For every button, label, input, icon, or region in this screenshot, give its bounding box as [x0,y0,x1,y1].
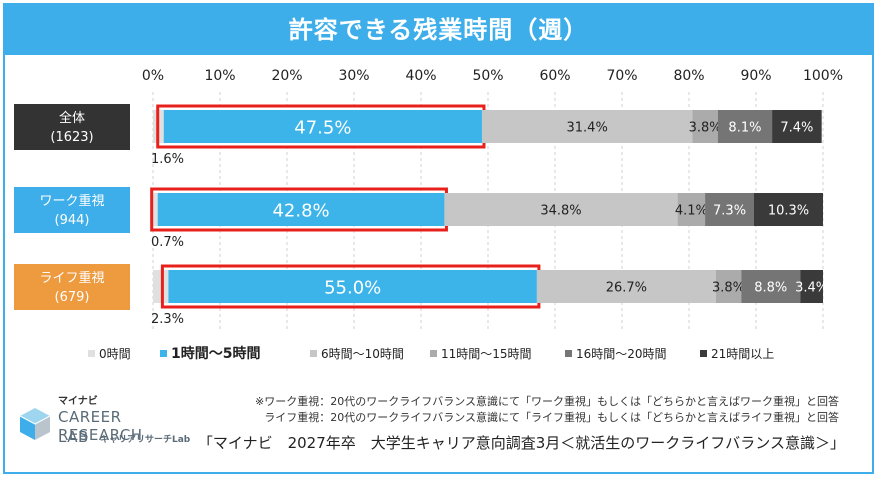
data-label: 8.1% [728,121,761,136]
data-label: 47.5% [294,118,351,139]
logo-subtitle: キャリアリサーチLab [100,435,191,445]
footnotes: ※ワーク重視：20代のワークライフバランス意識にて「ワーク重視」もしくは「どちら… [255,394,839,426]
logo-line1: CAREER RESEARCH [58,408,143,444]
source-citation: 「マイナビ 2027年卒 大学生キャリア意向調査3月＜就活生のワークライフバラン… [197,434,845,452]
x-tick-label: 60% [539,68,570,84]
data-label: 26.7% [606,281,647,296]
bar-segment [157,193,445,226]
footnote-work: ※ワーク重視：20代のワークライフバランス意識にて「ワーク重視」もしくは「どちら… [255,395,839,408]
data-label: 2.3% [151,312,184,327]
x-tick-label: 90% [740,68,771,84]
bar-segment [168,270,537,303]
category-label-box [14,104,130,150]
legend-label: 11時間〜15時間 [441,347,532,361]
footnote-life: ライフ重視：20代のワークライフバランス意識にて「ライフ重視」もしくは「どちらか… [264,411,839,424]
bar-segment [772,110,822,143]
bar-segment [481,110,693,143]
x-tick-label: 10% [204,68,235,84]
bar-segment [677,193,706,226]
legend-swatch [310,350,317,357]
chart-frame: 許容できる残業時間（週） [3,3,874,474]
bar-segment [536,270,716,303]
category-label-box [14,187,130,233]
legend-label: 16時間〜20時間 [576,347,667,361]
data-label: 55.0% [324,278,381,299]
legend-label: 21時間以上 [711,347,774,361]
category-sample-size: (1623) [50,130,93,145]
data-label: 7.4% [780,121,813,136]
data-label: 42.8% [272,201,329,222]
data-label: 10.3% [768,204,809,219]
data-label: 0.7% [151,235,184,250]
legend-swatch [565,350,572,357]
x-tick-label: 80% [673,68,704,84]
bar-segment [153,193,158,226]
data-label: 3.8% [712,281,745,296]
bar-segment [705,193,754,226]
data-label: 7.3% [713,204,746,219]
category-label: ライフ重視 [39,270,104,286]
legend-swatch [700,350,707,357]
data-label: 3.8% [689,121,722,136]
data-label: 34.8% [540,204,581,219]
x-tick-label: 30% [338,68,369,84]
x-tick-label: 0% [142,68,164,84]
legend-swatch [88,350,95,357]
bar-segment [163,110,482,143]
data-label: 1.6% [151,152,184,167]
career-research-lab-logo: マイナビ CAREER RESEARCH LAB キャリアリサーチLab [18,392,208,462]
category-label-box [14,264,130,310]
data-label: 4.1% [675,204,708,219]
data-label: 8.8% [754,281,787,296]
chart-title: 許容できる残業時間（週） [5,5,872,55]
x-tick-label: 20% [271,68,302,84]
legend-swatch [160,350,167,357]
legend-label: 1時間〜5時間 [171,345,260,362]
bar-segment [444,193,678,226]
category-label: ワーク重視 [39,193,104,209]
legend-label: 6時間〜10時間 [321,347,404,361]
bar-segment [753,193,823,226]
bar-segment [800,270,823,303]
bar-segment [717,110,773,143]
x-tick-label: 40% [405,68,436,84]
category-label: 全体 [59,110,85,126]
bar-segment [692,110,718,143]
legend-label: 0時間 [99,347,131,361]
logo-line2: LAB [58,428,89,446]
data-label: 31.4% [567,121,608,136]
legend-swatch [430,350,437,357]
x-tick-label: 100% [803,68,843,84]
bar-segment [741,270,801,303]
data-label: 3.4% [795,281,828,296]
logo-brand-small: マイナビ [58,396,98,407]
x-tick-label: 50% [472,68,503,84]
bar-segment [153,270,169,303]
x-tick-label: 70% [606,68,637,84]
cube-logo-icon [19,408,51,440]
category-sample-size: (944) [55,213,90,228]
bar-segment [715,270,742,303]
category-sample-size: (679) [55,290,90,305]
